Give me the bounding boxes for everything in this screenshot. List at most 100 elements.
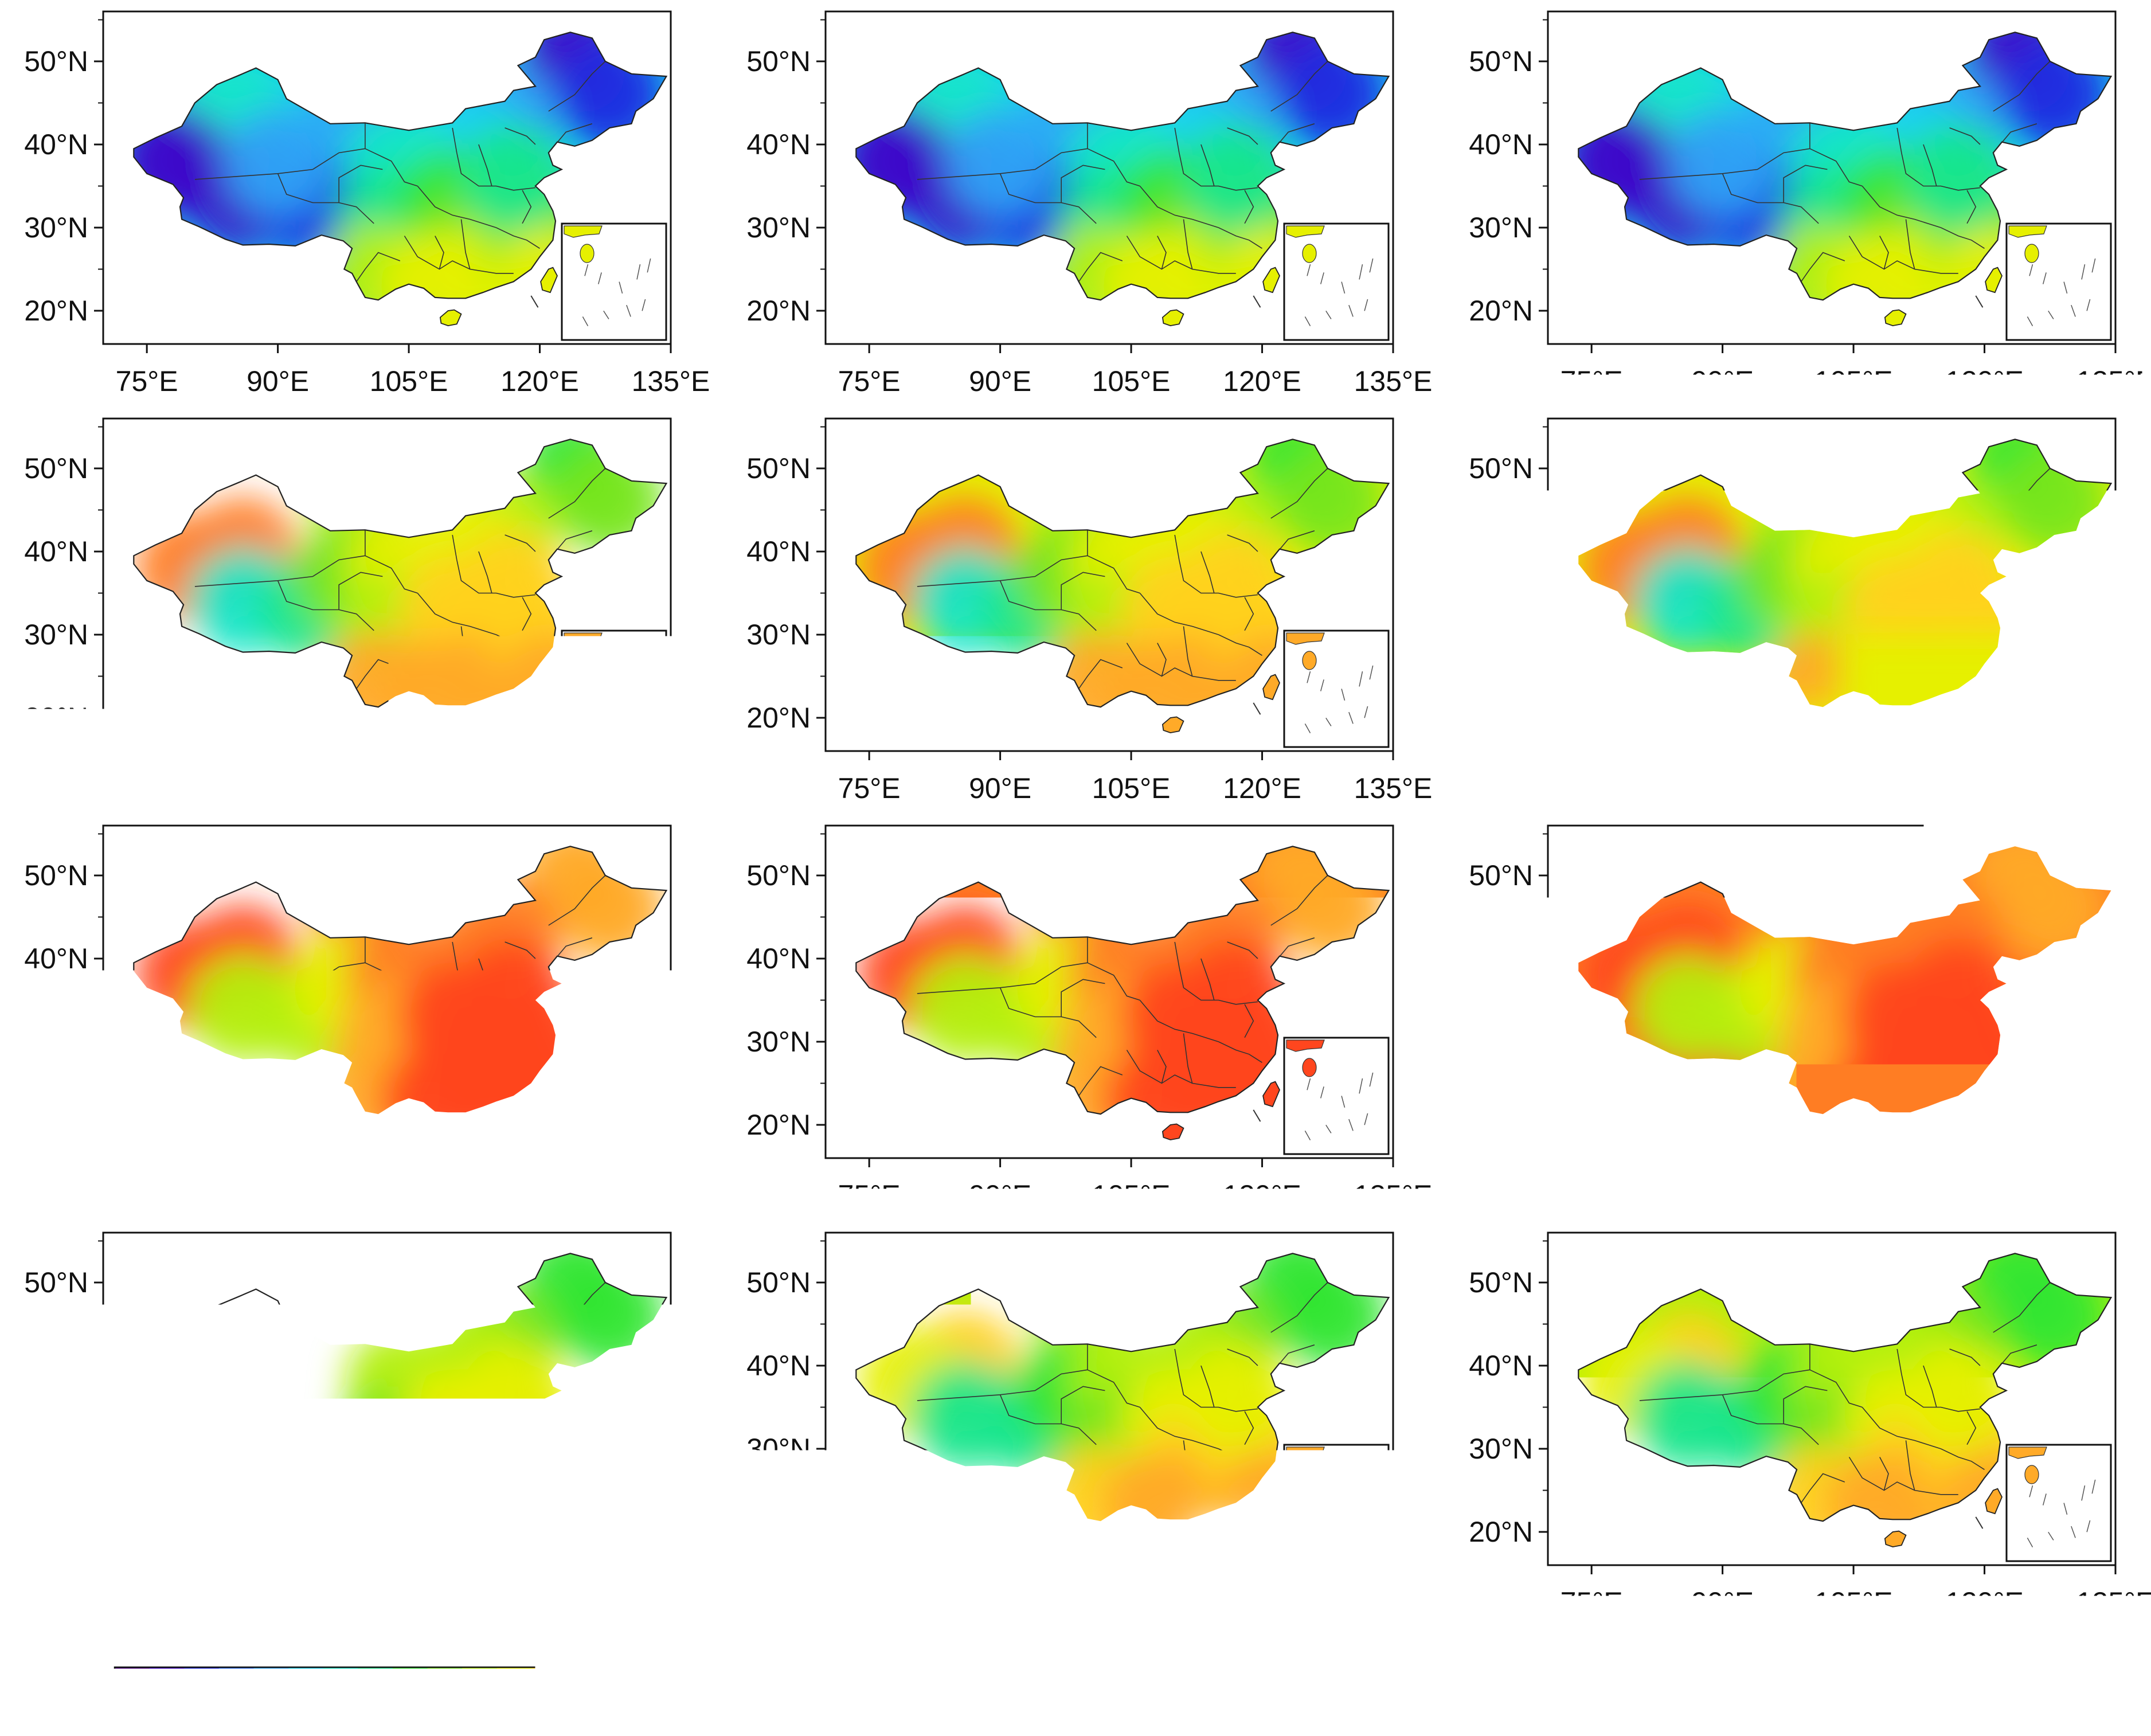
colorbar-tick-label: 16 [1964, 1704, 1989, 1730]
colorbar-swatch [462, 1667, 497, 1696]
colorbar-swatch [254, 1667, 289, 1696]
colorbar-tick-label: 8 [1178, 1704, 1191, 1730]
lon-label: 90°E [969, 772, 1031, 804]
lat-label: 30°N [746, 212, 811, 244]
figure: 75°E 90°E 105°E 120°E 135°E50°N40°N30°N20°N7… [0, 0, 2151, 1736]
lon-label: 90°E [969, 1179, 1031, 1211]
lon-label: 135°E [2076, 1179, 2151, 1211]
lon-label: 120°E [500, 365, 579, 397]
lon-label: 135°E [1354, 1586, 1433, 1618]
colorbar-tick-label: -8 [1758, 1704, 1778, 1730]
lon-label: 105°E [1092, 772, 1171, 804]
lon-label: 75°E [116, 1586, 178, 1618]
lon-label: 120°E [500, 1179, 579, 1211]
south-china-sea-inset [2007, 631, 2111, 747]
colorbar-swatch [288, 1667, 323, 1696]
lon-label: 120°E [1945, 365, 2024, 397]
lat-label: 20°N [1469, 1516, 1533, 1548]
colorbar-swatch [1115, 1667, 1150, 1696]
colorbar-tick-label: 0 [1109, 1704, 1121, 1730]
colorbar-tick-label: 32 [2103, 1704, 2129, 1730]
colorbar-swatch [941, 1667, 976, 1696]
lon-label: 105°E [1814, 365, 1893, 397]
lat-label: 50°N [746, 1266, 811, 1299]
lat-label: 30°N [1469, 619, 1533, 651]
map-panel-spring-B: 75°E 90°E 105°E 120°E 135°E50°N40°N30°N20°N [746, 414, 1432, 804]
colorbar-tick-label: -16 [237, 1704, 271, 1730]
lat-label: 30°N [24, 619, 88, 651]
colorbar-swatch [497, 1667, 532, 1696]
lat-label: 20°N [746, 702, 811, 734]
lon-label: 90°E [1691, 772, 1754, 804]
lon-label: 90°E [247, 365, 309, 397]
lat-label: 30°N [1469, 1026, 1533, 1058]
lon-label: 75°E [838, 1586, 901, 1618]
lat-label: 20°N [1469, 1109, 1533, 1141]
lat-label: 40°N [746, 943, 811, 975]
lon-label: 90°E [1691, 1179, 1754, 1211]
colorbar-swatch [1942, 1667, 1977, 1696]
lat-label: 50°N [746, 452, 811, 484]
lon-label: 105°E [1092, 365, 1171, 397]
colorbar-tick-label: -24 [890, 1704, 923, 1730]
colorbar-tick-label: 0 [1831, 1704, 1844, 1730]
lon-label: 105°E [370, 365, 448, 397]
lon-label: 75°E [1561, 1179, 1623, 1211]
lon-label: 135°E [2076, 1586, 2151, 1618]
colorbar-swatch [1699, 1667, 1734, 1696]
lon-label: 75°E [1561, 1586, 1623, 1618]
lat-label: 50°N [746, 45, 811, 77]
south-china-sea-inset [2007, 1445, 2111, 1561]
lon-label: 105°E [370, 1179, 448, 1211]
colorbar-tick-label: -16 [1682, 1704, 1715, 1730]
map-panel-summer-B: 75°E 90°E 105°E 120°E 135°E50°N40°N30°N20°N [746, 821, 1432, 1211]
colorbar-swatch [219, 1667, 254, 1696]
lat-label: 20°N [24, 1516, 88, 1548]
colorbar-tick-label: -32 [820, 1704, 854, 1730]
lon-label: 90°E [247, 772, 309, 804]
colorbar-unit: ºC [2091, 1639, 2117, 1664]
lon-label: 90°E [247, 1179, 309, 1211]
lon-label: 120°E [1223, 365, 1301, 397]
colorbar-2: -32 -24 -16 -8 0 8 16 24 32ºC [820, 1639, 1406, 1730]
lon-label: 105°E [1814, 1179, 1893, 1211]
colorbar-swatch [566, 1667, 601, 1696]
map-panel-autumn-C: 75°E 90°E 105°E 120°E 135°E50°N40°N30°N20°N [1469, 1228, 2151, 1618]
colorbar-swatch [1011, 1667, 1046, 1696]
colorbar-swatch [532, 1667, 567, 1696]
lat-label: 50°N [1469, 859, 1533, 892]
south-china-sea-inset [1284, 631, 1389, 747]
colorbar-swatch [1802, 1667, 1837, 1696]
lon-label: 120°E [1945, 772, 2024, 804]
lat-label: 20°N [746, 1516, 811, 1548]
colorbar-tick-label: -16 [960, 1704, 993, 1730]
south-china-sea-inset [1284, 1038, 1389, 1154]
colorbar-swatch [323, 1667, 358, 1696]
lon-label: 75°E [838, 772, 901, 804]
colorbar-swatch [636, 1667, 671, 1696]
colorbar-swatch [1324, 1667, 1359, 1696]
lon-label: 105°E [370, 1586, 448, 1618]
map-panel-autumn-A: 75°E 90°E 105°E 120°E 135°E50°N40°N30°N20°N [24, 1228, 710, 1618]
colorbar-swatch [872, 1667, 907, 1696]
lon-label: 75°E [116, 365, 178, 397]
lat-label: 30°N [24, 1026, 88, 1058]
lat-label: 40°N [24, 1350, 88, 1382]
colorbar-tick-label: 24 [589, 1704, 615, 1730]
colorbar-swatch [150, 1667, 185, 1696]
colorbar-tick-label: 8 [456, 1704, 468, 1730]
lat-label: 30°N [24, 1433, 88, 1465]
lat-label: 40°N [1469, 128, 1533, 161]
lon-label: 90°E [1691, 365, 1754, 397]
colorbar-unit: ºC [1369, 1639, 1394, 1664]
lat-label: 20°N [1469, 702, 1533, 734]
lon-label: 135°E [632, 1179, 710, 1211]
lat-label: 20°N [746, 1109, 811, 1141]
lon-label: 120°E [500, 772, 579, 804]
colorbar-swatch [1080, 1667, 1115, 1696]
lat-label: 50°N [24, 452, 88, 484]
lat-label: 30°N [746, 619, 811, 651]
colorbar-swatch [1184, 1667, 1219, 1696]
lat-label: 30°N [746, 1026, 811, 1058]
map-panel-winter-A: 75°E 90°E 105°E 120°E 135°E50°N40°N30°N20°N [24, 7, 710, 397]
